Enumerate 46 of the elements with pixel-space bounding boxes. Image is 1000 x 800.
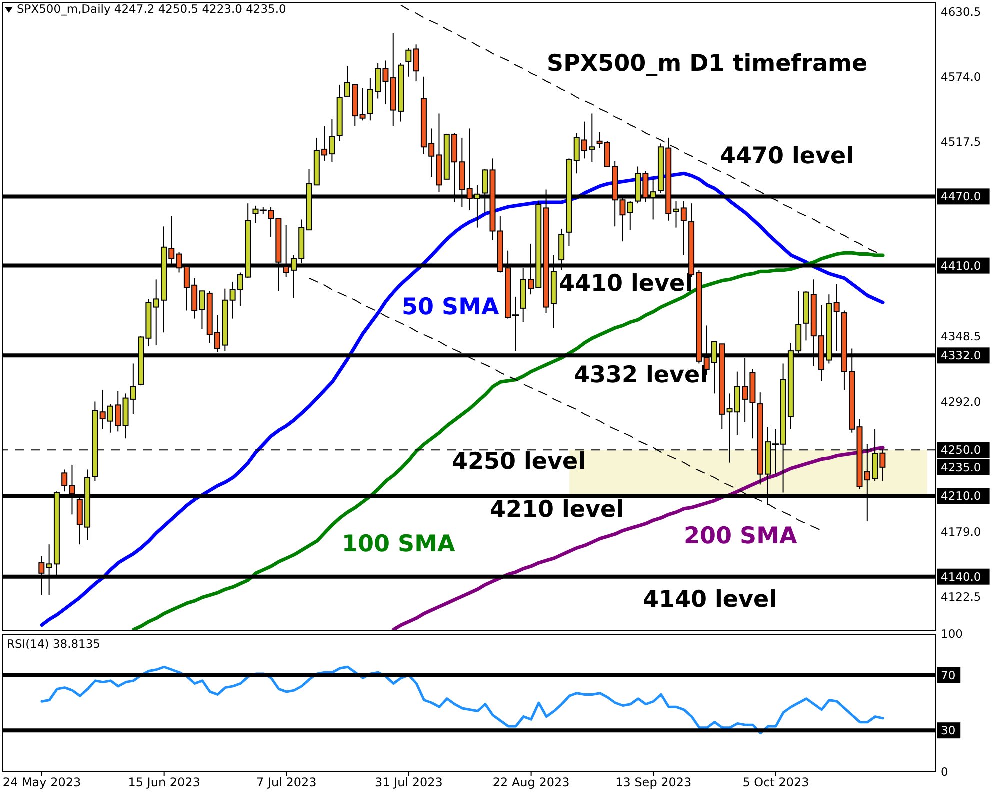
y-tick-label: 100: [941, 627, 963, 642]
y-tick-label: 4122.5: [941, 590, 982, 604]
x-tick-label: 15 Jun 2023: [128, 776, 200, 790]
line-series: [40, 172, 885, 627]
y-tick-label: 4348.5: [941, 330, 982, 344]
y-tick-label: 4470.0: [941, 190, 982, 204]
series-label: 100 SMA: [342, 532, 456, 558]
x-tick-label: 5 Oct 2023: [742, 776, 810, 790]
y-tick-label: 4235.0: [941, 460, 982, 474]
ref-line-label: 4470 level: [720, 144, 854, 170]
series-label: 50 SMA: [402, 294, 500, 320]
candlestick: [834, 284, 840, 352]
y-tick-label: 4630.5: [941, 4, 982, 19]
text: SPX500_m D1 timeframe: [547, 51, 868, 77]
y-tick-label: 4140.0: [941, 570, 982, 584]
ref-line-label: 4332 level: [574, 362, 708, 389]
y-tick-label: 4179.0: [941, 524, 982, 539]
y-tick-label: 4410.0: [941, 258, 982, 273]
ref-line-label: 4250 level: [452, 449, 586, 476]
x-tick-label: 31 Jul 2023: [375, 776, 443, 790]
y-tick-label: 0: [941, 765, 948, 780]
y-tick-label: 4574.0: [941, 70, 982, 84]
candlestick: [627, 200, 634, 231]
y-tick-label: 4292.0: [941, 394, 982, 409]
series-label: 200 SMA: [684, 524, 798, 550]
line-series: [392, 446, 885, 631]
chart-subtitle: SPX500_m,Daily 4247.2 4250.5 4223.0 4235.0: [17, 2, 286, 16]
y-tick-label: 30: [941, 724, 956, 738]
candlestick: [413, 44, 420, 82]
y-tick-label: 4517.5: [941, 134, 982, 149]
y-tick-label: 70: [941, 668, 956, 682]
chart-title: RSI(14) 38.8135: [7, 637, 100, 651]
ref-line-label: 4210 level: [490, 497, 624, 524]
ref-line-label: 4410 level: [559, 270, 693, 297]
y-tick-label: 4250.0: [941, 443, 982, 458]
candlestick: [406, 48, 412, 78]
line-series: [132, 251, 885, 631]
candlestick: [360, 88, 366, 122]
x-tick-label: 13 Sep 2023: [616, 776, 692, 790]
x-tick-label: 22 Aug 2023: [492, 776, 570, 790]
line-series: [40, 666, 884, 735]
x-tick-label: 24 May 2023: [2, 776, 82, 790]
y-tick-label: 4210.0: [941, 489, 982, 504]
y-tick-label: 4332.0: [941, 348, 982, 363]
ref-line-label: 4140 level: [643, 586, 777, 613]
x-tick-label: 7 Jul 2023: [256, 776, 317, 790]
